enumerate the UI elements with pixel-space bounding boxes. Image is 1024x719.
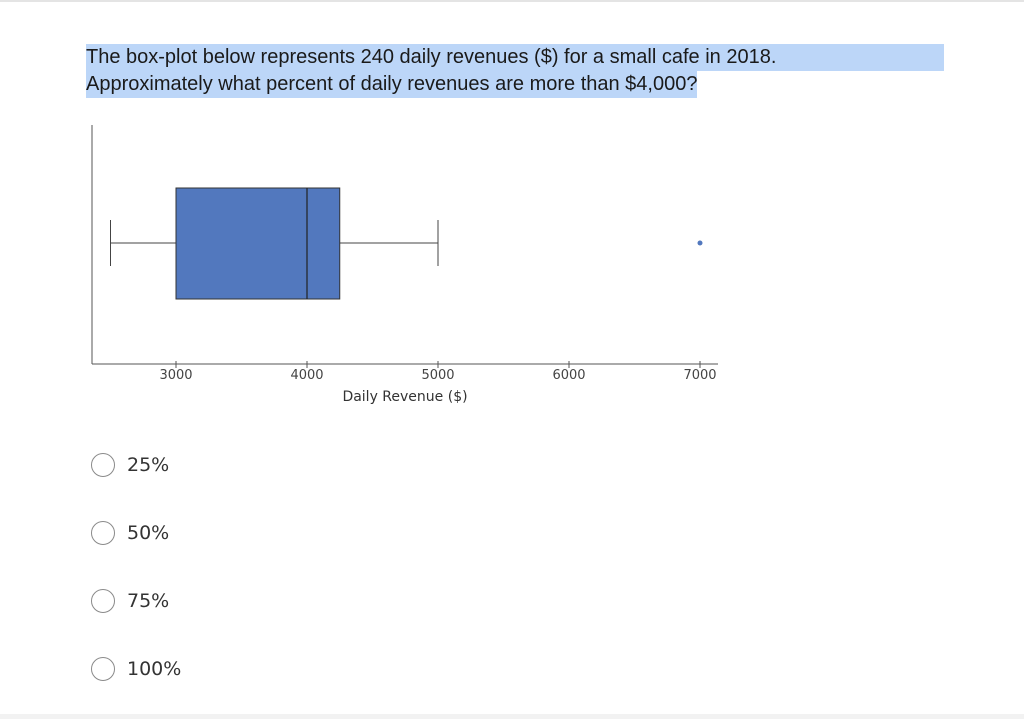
x-tick-label: 4000 <box>290 368 323 383</box>
radio-button[interactable] <box>91 453 115 477</box>
x-tick-label: 6000 <box>552 368 585 383</box>
bottom-band <box>0 714 1024 719</box>
outlier-points <box>697 240 703 246</box>
box-plot-chart: 3000 4000 5000 6000 7000 Daily Revenue ($) <box>91 125 718 405</box>
question-line-2: Approximately what percent of daily reve… <box>86 71 698 98</box>
x-axis-label: Daily Revenue ($) <box>342 389 467 405</box>
iqr-box <box>175 187 341 300</box>
radio-button[interactable] <box>91 657 115 681</box>
choice-label: 100% <box>127 658 182 680</box>
choice-label: 75% <box>127 590 170 612</box>
x-axis-ticks: 3000 4000 5000 6000 7000 <box>159 361 717 383</box>
radio-button[interactable] <box>91 589 115 613</box>
choice-75-percent[interactable]: 75% <box>91 587 169 615</box>
x-tick-label: 7000 <box>683 368 716 383</box>
choice-label: 25% <box>127 454 170 476</box>
radio-button[interactable] <box>91 521 115 545</box>
choice-100-percent[interactable]: 100% <box>91 655 181 683</box>
x-tick-label: 3000 <box>159 368 192 383</box>
question-line-1: The box-plot below represents 240 daily … <box>86 44 944 71</box>
choice-50-percent[interactable]: 50% <box>91 519 169 547</box>
choice-25-percent[interactable]: 25% <box>91 451 169 479</box>
top-border <box>0 0 1024 2</box>
choice-label: 50% <box>127 522 170 544</box>
x-tick-label: 5000 <box>421 368 454 383</box>
outlier-point <box>697 240 703 246</box>
question-text: The box-plot below represents 240 daily … <box>86 44 944 98</box>
